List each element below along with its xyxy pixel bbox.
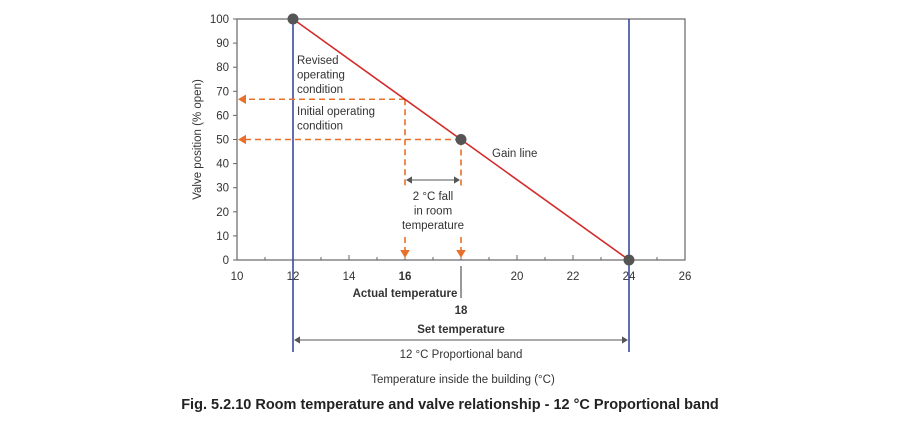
actual-temperature-value: 16 (399, 271, 412, 283)
x-axis-label: Temperature inside the building (°C) (371, 374, 555, 386)
x-tick-label: 26 (679, 271, 692, 283)
y-tick-label: 90 (216, 38, 229, 50)
revised-condition-label: condition (297, 84, 343, 96)
set-temperature-label: Set temperature (417, 324, 505, 336)
revised-condition-label: Revised (297, 55, 339, 67)
x-tick-label: 14 (343, 271, 356, 283)
chart: 010203040506070809010010121420222426Valv… (192, 13, 691, 386)
y-tick-label: 60 (216, 110, 229, 122)
y-axis-label: Valve position (% open) (192, 79, 204, 200)
set-guide-arrow (456, 250, 466, 258)
gain-line-label: Gain line (492, 148, 537, 160)
data-point-marker (455, 134, 467, 145)
data-point-marker (623, 254, 635, 266)
axes: 010203040506070809010010121420222426Valv… (192, 14, 691, 283)
x-tick-label: 22 (567, 271, 580, 283)
y-tick-label: 80 (216, 62, 229, 74)
fall-label: temperature (402, 220, 464, 232)
fall-arrow-left (406, 176, 412, 184)
fall-label: 2 °C fall (413, 191, 453, 203)
y-tick-label: 0 (223, 255, 229, 267)
data-point-marker (287, 13, 299, 25)
revised-guide-arrow (238, 94, 246, 105)
actual-temperature-label: Actual temperature (353, 288, 458, 300)
plot-marks (238, 13, 635, 352)
fall-arrow-right (454, 176, 460, 184)
fall-label: in room (414, 206, 452, 218)
revised-condition-label: operating (297, 70, 345, 82)
figure-caption: Fig. 5.2.10 Room temperature and valve r… (181, 397, 719, 413)
y-tick-label: 100 (210, 14, 229, 26)
x-tick-label: 10 (231, 271, 244, 283)
y-tick-label: 40 (216, 159, 229, 171)
initial-condition-label: Initial operating (297, 106, 375, 118)
band-arrow-right (622, 336, 628, 344)
y-tick-label: 10 (216, 231, 229, 243)
set-temperature-value: 18 (455, 305, 468, 317)
initial-condition-label: condition (297, 121, 343, 133)
y-tick-label: 70 (216, 86, 229, 98)
proportional-band-label: 12 °C Proportional band (400, 349, 523, 361)
annotation-labels: Revised operating condition Initial operati… (297, 55, 555, 386)
band-arrow-left (294, 336, 300, 344)
y-tick-label: 50 (216, 135, 229, 147)
actual-guide-arrow (400, 250, 410, 258)
y-tick-label: 20 (216, 207, 229, 219)
y-tick-label: 30 (216, 183, 229, 195)
x-tick-label: 20 (511, 271, 524, 283)
initial-guide-arrow (238, 134, 246, 145)
